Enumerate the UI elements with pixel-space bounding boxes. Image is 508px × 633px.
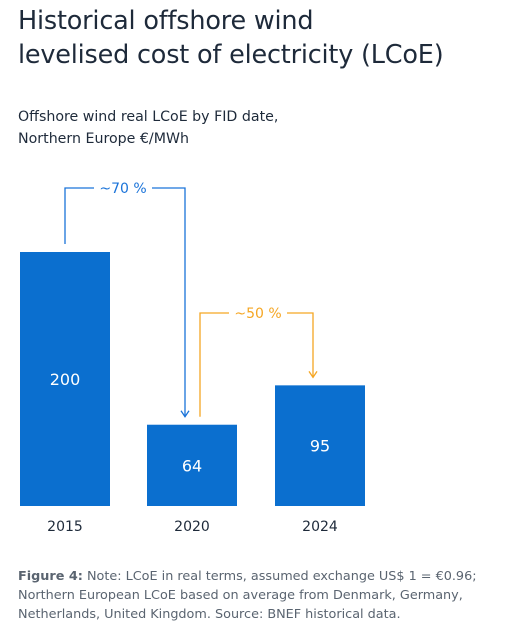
data-label-2015: 200 [50, 370, 81, 389]
figure-caption: Figure 4: Note: LCoE in real terms, assu… [18, 567, 500, 624]
chart-title-line-1: Historical offshore wind [18, 6, 314, 36]
bar-chart: 200 2015 64 2020 95 2024 ~70 % ~50 % [20, 181, 365, 535]
chart-subtitle-line-1: Offshore wind real LCoE by FID date, [18, 109, 279, 125]
chart-subtitle: Offshore wind real LCoE by FID date, Nor… [18, 106, 488, 150]
bar-2020 [147, 424, 237, 506]
arrow-head-icon-1 [180, 410, 190, 418]
x-tick-label-2024: 2024 [302, 519, 338, 535]
figure-caption-label: Figure 4: [18, 569, 83, 584]
change-bracket-right-2 [287, 312, 314, 378]
change-annotation-2: ~50 % [234, 306, 281, 322]
bar-2015 [20, 252, 110, 506]
chart-title: Historical offshore wind levelised cost … [18, 4, 498, 72]
x-tick-label-2015: 2015 [47, 519, 83, 535]
x-tick-label-2020: 2020 [174, 519, 210, 535]
chart-subtitle-line-2: Northern Europe €/MWh [18, 131, 189, 147]
bar-2024 [275, 385, 365, 506]
data-label-2020: 64 [182, 456, 202, 475]
change-bracket-left-1 [64, 187, 94, 244]
data-label-2024: 95 [310, 437, 330, 456]
arrow-head-icon-2 [308, 370, 318, 379]
figure-caption-text: Note: LCoE in real terms, assumed exchan… [18, 569, 477, 622]
change-bracket-left-2 [199, 312, 229, 417]
change-bracket-right-1 [152, 187, 186, 417]
change-annotation-1: ~70 % [99, 181, 146, 197]
chart-title-line-2: levelised cost of electricity (LCoE) [18, 40, 444, 70]
